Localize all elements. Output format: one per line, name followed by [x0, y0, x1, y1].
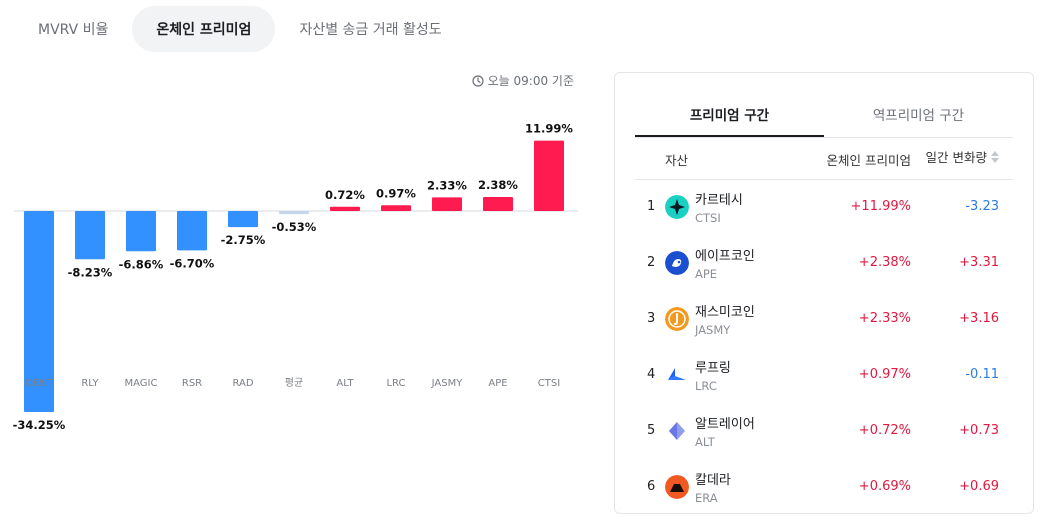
data-label-1: -8.23% — [68, 265, 113, 279]
change-value: +0.73 — [959, 423, 999, 438]
bar-1[interactable] — [75, 211, 105, 260]
tick-label-6: ALT — [336, 378, 354, 389]
table-row[interactable]: 6 칼데라 ERA +0.69% +0.69 — [635, 459, 1013, 513]
table-row[interactable]: 1 카르테시 CTSI +11.99% -3.23 — [635, 179, 1013, 235]
asset-symbol: JASMY — [695, 323, 731, 337]
table-row[interactable]: 2 에이프코인 APE +2.38% +3.31 — [635, 235, 1013, 291]
tick-label-0: DENT — [25, 378, 53, 389]
tick-label-7: LRC — [386, 378, 405, 389]
premium-value: +0.69% — [858, 479, 911, 494]
jasmy-logo-icon — [665, 307, 689, 331]
tick-label-9: APE — [488, 378, 507, 389]
asset-symbol: ALT — [695, 435, 715, 449]
data-label-7: 0.97% — [376, 186, 416, 200]
row-rank: 4 — [647, 367, 656, 382]
row-rank: 6 — [647, 479, 656, 494]
data-label-8: 2.33% — [427, 178, 467, 192]
change-value: +0.69 — [959, 479, 999, 494]
timestamp: 오늘 09:00 기준 — [472, 72, 574, 89]
column-daily-change-label: 일간 변화량 — [925, 150, 987, 165]
data-label-3: -6.70% — [170, 256, 215, 270]
table-row[interactable]: 4 루프링 LRC +0.97% -0.11 — [635, 347, 1013, 403]
tick-label-10: CTSI — [538, 378, 560, 389]
tab-onchain-premium[interactable]: 온체인 프리미엄 — [132, 6, 276, 52]
row-rank: 3 — [647, 311, 656, 326]
sort-icon[interactable] — [991, 150, 999, 163]
caldera-logo-icon — [665, 475, 689, 499]
data-label-2: -6.86% — [119, 257, 164, 271]
tick-label-5: 평균 — [285, 377, 303, 389]
bar-2[interactable] — [126, 211, 156, 252]
bar-3[interactable] — [177, 211, 207, 251]
apecoin-logo-icon — [665, 251, 689, 275]
asset-name: 칼데라 — [695, 473, 731, 488]
change-value: +3.31 — [959, 255, 999, 270]
column-asset: 자산 — [665, 153, 689, 168]
asset-symbol: APE — [695, 267, 718, 281]
premium-value: +0.72% — [858, 423, 911, 438]
asset-symbol: ERA — [695, 491, 718, 505]
bar-6[interactable] — [330, 206, 360, 211]
asset-name: 카르테시 — [695, 193, 743, 208]
tab-mvrv-ratio[interactable]: MVRV 비율 — [38, 22, 109, 38]
tick-label-3: RSR — [182, 378, 202, 389]
bar-5[interactable] — [279, 211, 309, 215]
premium-value: +11.99% — [850, 199, 911, 214]
change-value: +3.16 — [959, 311, 999, 326]
altlayer-logo-icon — [665, 419, 689, 443]
panel-tabs: 프리미엄 구간 역프리미엄 구간 — [635, 97, 1013, 138]
premium-value: +2.33% — [858, 311, 911, 326]
asset-name: 루프링 — [695, 361, 731, 376]
ranking-panel: 프리미엄 구간 역프리미엄 구간 자산 온체인 프리미엄 일간 변화량 1 카르… — [614, 72, 1034, 514]
asset-symbol: LRC — [695, 379, 717, 393]
premium-bar-chart: -34.25% DENT -8.23% RLY -6.86% MAGIC -6.70% RSR… — [13, 122, 578, 432]
data-label-10: 11.99% — [525, 122, 573, 136]
bar-4[interactable] — [228, 211, 258, 228]
bar-9[interactable] — [483, 197, 513, 211]
asset-list: 1 카르테시 CTSI +11.99% -3.23 2 에이프코인 APE +2… — [635, 179, 1013, 513]
row-rank: 2 — [647, 255, 656, 270]
bar-10[interactable] — [534, 140, 564, 211]
change-value: -3.23 — [965, 199, 999, 214]
asset-name: 에이프코인 — [695, 249, 755, 264]
tick-label-8: JASMY — [431, 378, 464, 389]
tab-transfer-activity[interactable]: 자산별 송금 거래 활성도 — [299, 22, 442, 38]
cartesi-logo-icon — [665, 195, 689, 219]
loopring-logo-icon — [665, 363, 689, 387]
column-premium: 온체인 프리미엄 — [826, 153, 911, 168]
table-row[interactable]: 5 알트레이어 ALT +0.72% +0.73 — [635, 403, 1013, 459]
tick-label-4: RAD — [232, 378, 253, 389]
bar-7[interactable] — [381, 205, 411, 211]
metric-tabs: MVRV 비율 온체인 프리미엄 자산별 송금 거래 활성도 — [14, 6, 466, 52]
data-label-0: -34.25% — [13, 418, 66, 432]
tab-reverse-premium-zone[interactable]: 역프리미엄 구간 — [872, 108, 965, 124]
data-label-5: -0.53% — [272, 220, 317, 234]
tick-label-1: RLY — [81, 378, 99, 389]
data-label-6: 0.72% — [325, 188, 365, 202]
data-label-9: 2.38% — [478, 178, 518, 192]
row-rank: 1 — [647, 199, 656, 214]
table-row[interactable]: 3 재스미코인 JASMY +2.33% +3.16 — [635, 291, 1013, 347]
premium-value: +0.97% — [858, 367, 911, 382]
asset-symbol: CTSI — [695, 211, 721, 225]
timestamp-text: 오늘 09:00 기준 — [487, 74, 574, 88]
bar-0[interactable] — [24, 211, 54, 412]
change-value: -0.11 — [965, 367, 999, 382]
premium-value: +2.38% — [858, 255, 911, 270]
bar-8[interactable] — [432, 197, 462, 211]
clock-icon — [472, 74, 484, 87]
tick-label-2: MAGIC — [125, 378, 158, 389]
data-label-4: -2.75% — [221, 233, 266, 247]
table-header: 자산 온체인 프리미엄 일간 변화량 — [635, 137, 1013, 180]
asset-name: 알트레이어 — [695, 417, 755, 432]
asset-name: 재스미코인 — [695, 305, 755, 320]
column-daily-change[interactable]: 일간 변화량 — [926, 147, 999, 166]
tab-premium-zone[interactable]: 프리미엄 구간 — [635, 97, 824, 137]
row-rank: 5 — [647, 423, 656, 438]
